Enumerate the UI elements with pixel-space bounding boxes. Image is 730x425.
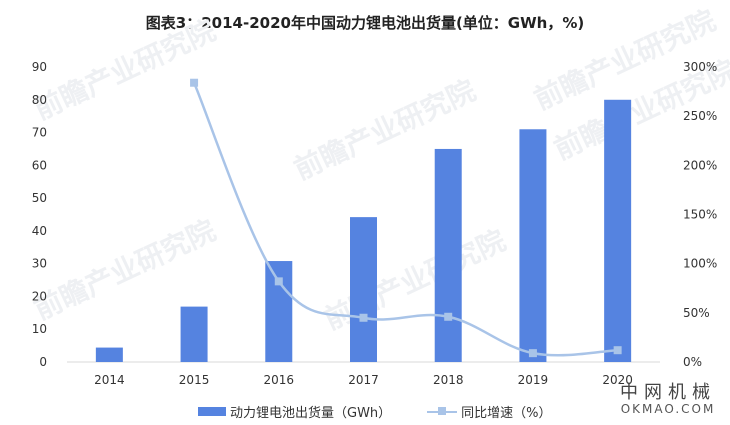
bar-2020 [604, 99, 632, 363]
right-axis: 0% 50% 100% 150% 200% 250% 300% [683, 60, 717, 369]
bar-2018 [434, 148, 462, 362]
bar-2019 [519, 129, 547, 362]
legend-label-growth: 同比增速（%） [461, 406, 552, 421]
bar-2016 [265, 261, 293, 362]
source-logo-cn: 中网机械 [620, 382, 716, 403]
left-axis-tick: 10 [32, 322, 47, 336]
x-axis: 2014 2015 2016 2017 2018 2019 2020 [94, 373, 633, 387]
growth-marker [274, 277, 283, 286]
left-axis-tick: 80 [32, 93, 47, 107]
left-axis-tick: 40 [32, 224, 47, 238]
watermark-text: 前瞻产业研究院 [319, 224, 511, 337]
bar-series [95, 99, 632, 363]
x-axis-tick: 2016 [264, 373, 295, 387]
x-axis-tick: 2015 [179, 373, 210, 387]
right-axis-tick: 250% [683, 109, 717, 123]
source-logo: 中网机械 OKMAO.COM [620, 382, 716, 417]
growth-markers [190, 78, 622, 358]
watermark-text: 前瞻产业研究院 [29, 14, 221, 127]
legend-item-growth: 同比增速（%） [427, 402, 552, 421]
line-marker-swatch-icon [427, 407, 458, 416]
bar-swatch-icon [198, 407, 226, 416]
left-axis-tick: 0 [39, 355, 47, 369]
left-axis-tick: 50 [32, 191, 47, 205]
right-axis-tick: 50% [683, 306, 710, 320]
growth-marker [444, 312, 453, 321]
legend-item-shipments: 动力锂电池出货量（GWh） [198, 402, 391, 421]
legend-label-shipments: 动力锂电池出货量（GWh） [230, 406, 392, 421]
x-axis-tick: 2014 [94, 373, 125, 387]
left-axis-tick: 20 [32, 289, 47, 303]
bar-2015 [180, 306, 208, 362]
x-axis-tick: 2017 [348, 373, 379, 387]
right-axis-tick: 150% [683, 208, 717, 222]
legend: 动力锂电池出货量（GWh） 同比增速（%） [198, 402, 588, 421]
growth-marker [613, 346, 622, 355]
right-axis-tick: 200% [683, 158, 717, 172]
left-axis-tick: 60 [32, 158, 47, 172]
x-axis-tick: 2020 [602, 373, 633, 387]
x-axis-tick: 2018 [433, 373, 464, 387]
growth-marker [528, 349, 537, 358]
x-axis-tick: 2019 [518, 373, 549, 387]
left-axis-tick: 30 [32, 257, 47, 271]
left-axis-tick: 90 [32, 60, 47, 74]
right-axis-tick: 100% [683, 257, 717, 271]
right-axis-tick: 300% [683, 60, 717, 74]
growth-marker [359, 313, 368, 322]
left-axis: 0 10 20 30 40 50 60 70 80 90 [32, 60, 47, 369]
source-logo-en: OKMAO.COM [620, 402, 716, 416]
growth-marker [190, 78, 199, 87]
left-axis-tick: 70 [32, 126, 47, 140]
chart-title: 图表3：2014-2020年中国动力锂电池出货量(单位：GWh，%) [145, 14, 585, 32]
right-axis-tick: 0% [683, 355, 702, 369]
bar-2014 [95, 347, 123, 362]
bar-2017 [350, 217, 377, 362]
